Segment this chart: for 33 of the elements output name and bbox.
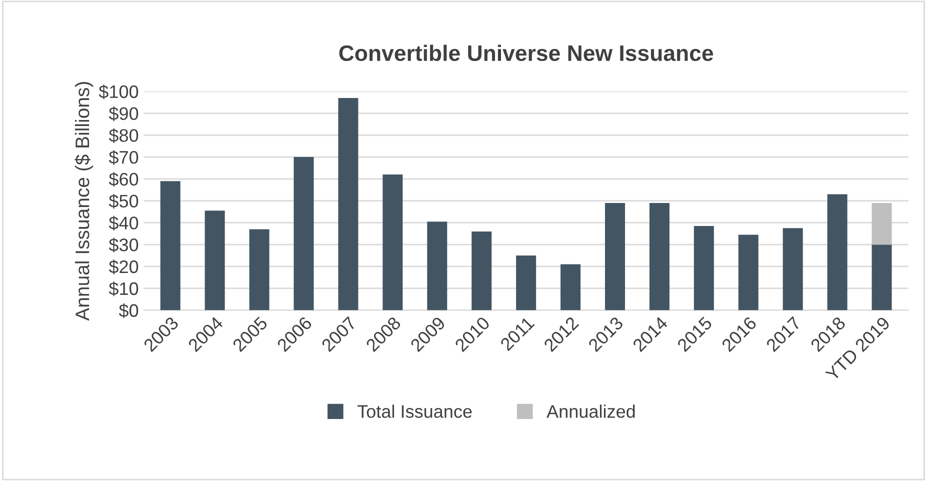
chart-title: Convertible Universe New Issuance <box>339 44 714 62</box>
legend-label: Total Issuance <box>358 404 472 418</box>
y-tick-label: $50 <box>108 194 138 209</box>
bar <box>872 203 892 245</box>
y-tick-label: $60 <box>108 172 138 187</box>
bar <box>338 98 358 310</box>
bar <box>382 174 403 310</box>
bar <box>604 203 626 310</box>
y-tick-label: $70 <box>108 150 138 165</box>
bar <box>827 194 848 310</box>
bar <box>249 229 270 310</box>
y-tick-label: $10 <box>108 282 138 296</box>
bar <box>427 222 448 310</box>
y-tick-label: $30 <box>108 238 138 252</box>
bar <box>294 157 314 310</box>
bar <box>694 226 714 310</box>
y-tick-label: $20 <box>108 260 138 274</box>
y-tick-label: $80 <box>108 128 138 143</box>
bar <box>649 203 670 310</box>
bar <box>472 231 492 310</box>
y-axis-title: Annual Issuance ($ Billions) <box>74 82 94 321</box>
legend-label: Annualized <box>546 404 635 418</box>
bar <box>204 210 225 310</box>
bar <box>782 228 803 310</box>
bar <box>516 256 536 310</box>
bar <box>560 264 581 310</box>
bar <box>872 244 892 310</box>
y-tick-label: $40 <box>108 216 138 230</box>
y-tick-label: $0 <box>118 303 138 318</box>
y-tick-label: $100 <box>98 84 138 100</box>
bar <box>738 234 758 310</box>
bar <box>160 181 180 310</box>
y-tick-label: $90 <box>108 106 138 122</box>
